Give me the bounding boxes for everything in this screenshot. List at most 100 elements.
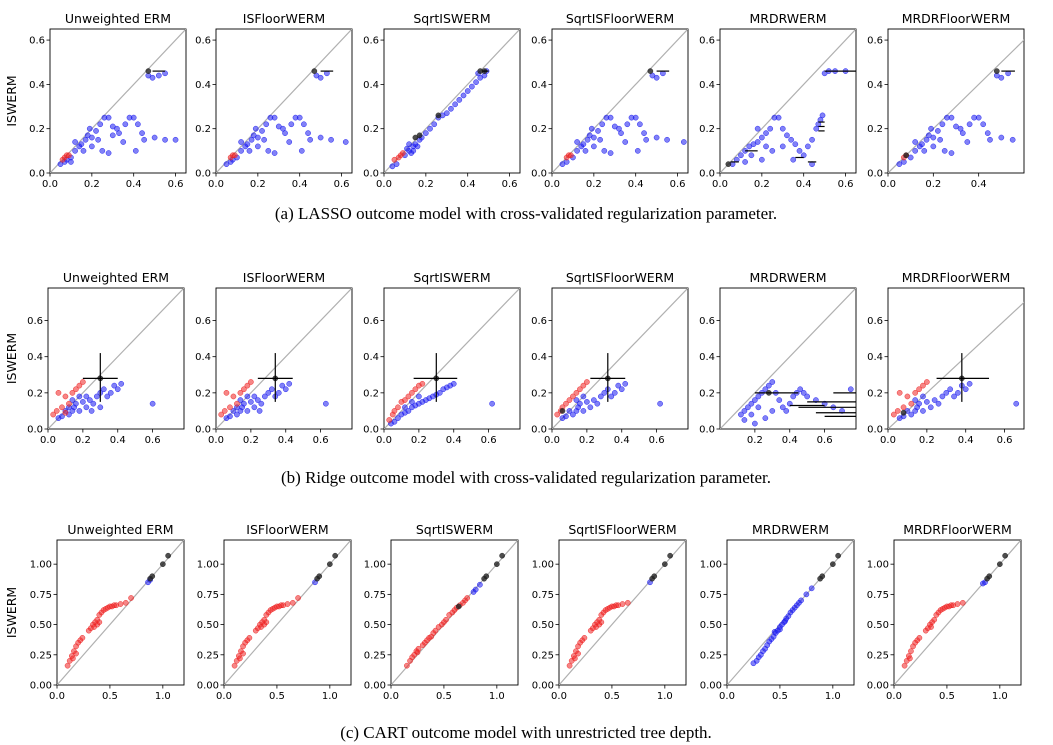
blue-point: [473, 79, 479, 86]
y-tick-label: 0.75: [30, 590, 52, 601]
blue-point: [615, 382, 622, 389]
blue-point: [271, 114, 278, 121]
x-tick-label: 0.0: [544, 435, 560, 446]
black-point: [165, 552, 171, 559]
red-point: [128, 595, 134, 601]
black-point: [326, 561, 333, 568]
red-point: [890, 411, 897, 418]
black-point: [455, 603, 462, 610]
blue-point: [456, 97, 463, 103]
y-tick-label: 0.0: [531, 425, 547, 436]
red-point: [80, 379, 86, 385]
blue-point: [622, 139, 629, 145]
blue-point: [408, 150, 415, 156]
blue-point: [114, 386, 121, 393]
blue-point: [109, 132, 116, 139]
red-point: [231, 152, 238, 159]
black-point: [986, 573, 993, 580]
blue-point: [328, 136, 334, 143]
black-point: [159, 561, 166, 568]
blue-point: [286, 139, 293, 145]
blue-point: [122, 121, 129, 128]
blue-point: [268, 386, 275, 393]
blue-point: [72, 147, 78, 154]
panel-2-1: ISFloorWERM 0.0 0.5 1.0 0.00 0.25 0.50 0.75 1.00: [197, 522, 352, 702]
blue-point: [582, 147, 589, 154]
blue-point: [443, 110, 450, 117]
x-tick-label: 0.4: [958, 435, 974, 446]
red-point: [241, 386, 247, 393]
red-point: [928, 624, 934, 630]
blue-point: [573, 397, 580, 403]
x-tick-label: 0.0: [880, 179, 896, 190]
red-point: [295, 595, 301, 601]
blue-point: [805, 143, 811, 150]
y-tick-label: 0.50: [700, 620, 722, 631]
blue-point: [391, 418, 398, 425]
x-tick-label: 0.0: [880, 435, 896, 446]
red-point: [904, 393, 911, 400]
y-tick-label: 0.50: [197, 620, 219, 631]
black-point: [311, 68, 318, 74]
plot-frame: [887, 28, 1025, 174]
blue-point: [282, 386, 289, 393]
blue-point: [431, 121, 438, 128]
blue-point: [754, 125, 761, 132]
red-point: [234, 400, 240, 407]
red-point: [405, 393, 412, 400]
x-tick-label: 0.6: [334, 179, 350, 190]
x-tick-label: 0.0: [383, 691, 399, 702]
black-point: [829, 561, 836, 568]
blue-point: [643, 136, 650, 143]
red-point: [598, 619, 605, 626]
y-tick-label: 0.2: [699, 124, 715, 135]
blue-point: [254, 134, 261, 141]
blue-point: [935, 128, 941, 134]
panel-title: SqrtISFloorWERM: [568, 522, 676, 537]
blue-point: [741, 417, 748, 423]
blue-point: [964, 139, 971, 145]
y-tick-label: 0.2: [699, 388, 715, 399]
blue-point: [99, 147, 106, 154]
y-tick-label: 0.6: [27, 316, 43, 327]
y-tick-label: 0.00: [532, 681, 554, 692]
y-tick-label: 0.0: [699, 425, 715, 436]
red-point: [954, 601, 961, 607]
blue-point: [93, 128, 99, 134]
x-tick-label: 0.6: [481, 435, 497, 446]
blue-point: [414, 143, 421, 150]
blue-point: [927, 404, 934, 411]
y-tick-label: 0.2: [195, 124, 211, 135]
red-point: [419, 380, 426, 387]
black-point: [483, 573, 490, 580]
red-point: [432, 627, 439, 634]
black-point: [493, 561, 500, 568]
black-point: [559, 408, 566, 414]
red-point: [73, 386, 79, 393]
blue-point: [775, 114, 782, 121]
red-point: [76, 382, 83, 389]
blue-point: [597, 393, 604, 400]
y-tick-label: 0.0: [363, 425, 379, 436]
panel-1-0: Unweighted ERM 0.0 0.2 0.4 0.6 0.0 0.2 0.4 0.6: [27, 270, 185, 446]
x-tick-label: 0.6: [313, 435, 329, 446]
y-tick-label: 0.6: [195, 316, 211, 327]
blue-point: [769, 147, 776, 154]
panel-0-3: SqrtISFloorWERM 0.0 0.2 0.4 0.6 0.0 0.2 0.4 0.6: [531, 11, 689, 190]
black-point: [647, 68, 654, 74]
y-tick-label: 0.25: [197, 650, 219, 661]
blue-point: [574, 139, 580, 145]
blue-point: [637, 121, 643, 128]
blue-point: [595, 128, 601, 134]
x-tick-label: 0.5: [772, 691, 788, 702]
x-tick-label: 0.5: [269, 691, 285, 702]
blue-point: [758, 134, 765, 141]
blue-point: [450, 380, 457, 387]
blue-point: [622, 380, 629, 387]
red-point: [566, 397, 573, 403]
panel-2-2: SqrtISWERM 0.0 0.5 1.0 0.00 0.25 0.50 0.75 1.00: [364, 522, 519, 702]
x-tick-label: 0.5: [102, 691, 118, 702]
x-tick-label: 0.0: [376, 179, 392, 190]
blue-point: [664, 136, 670, 143]
blue-point: [234, 411, 240, 418]
